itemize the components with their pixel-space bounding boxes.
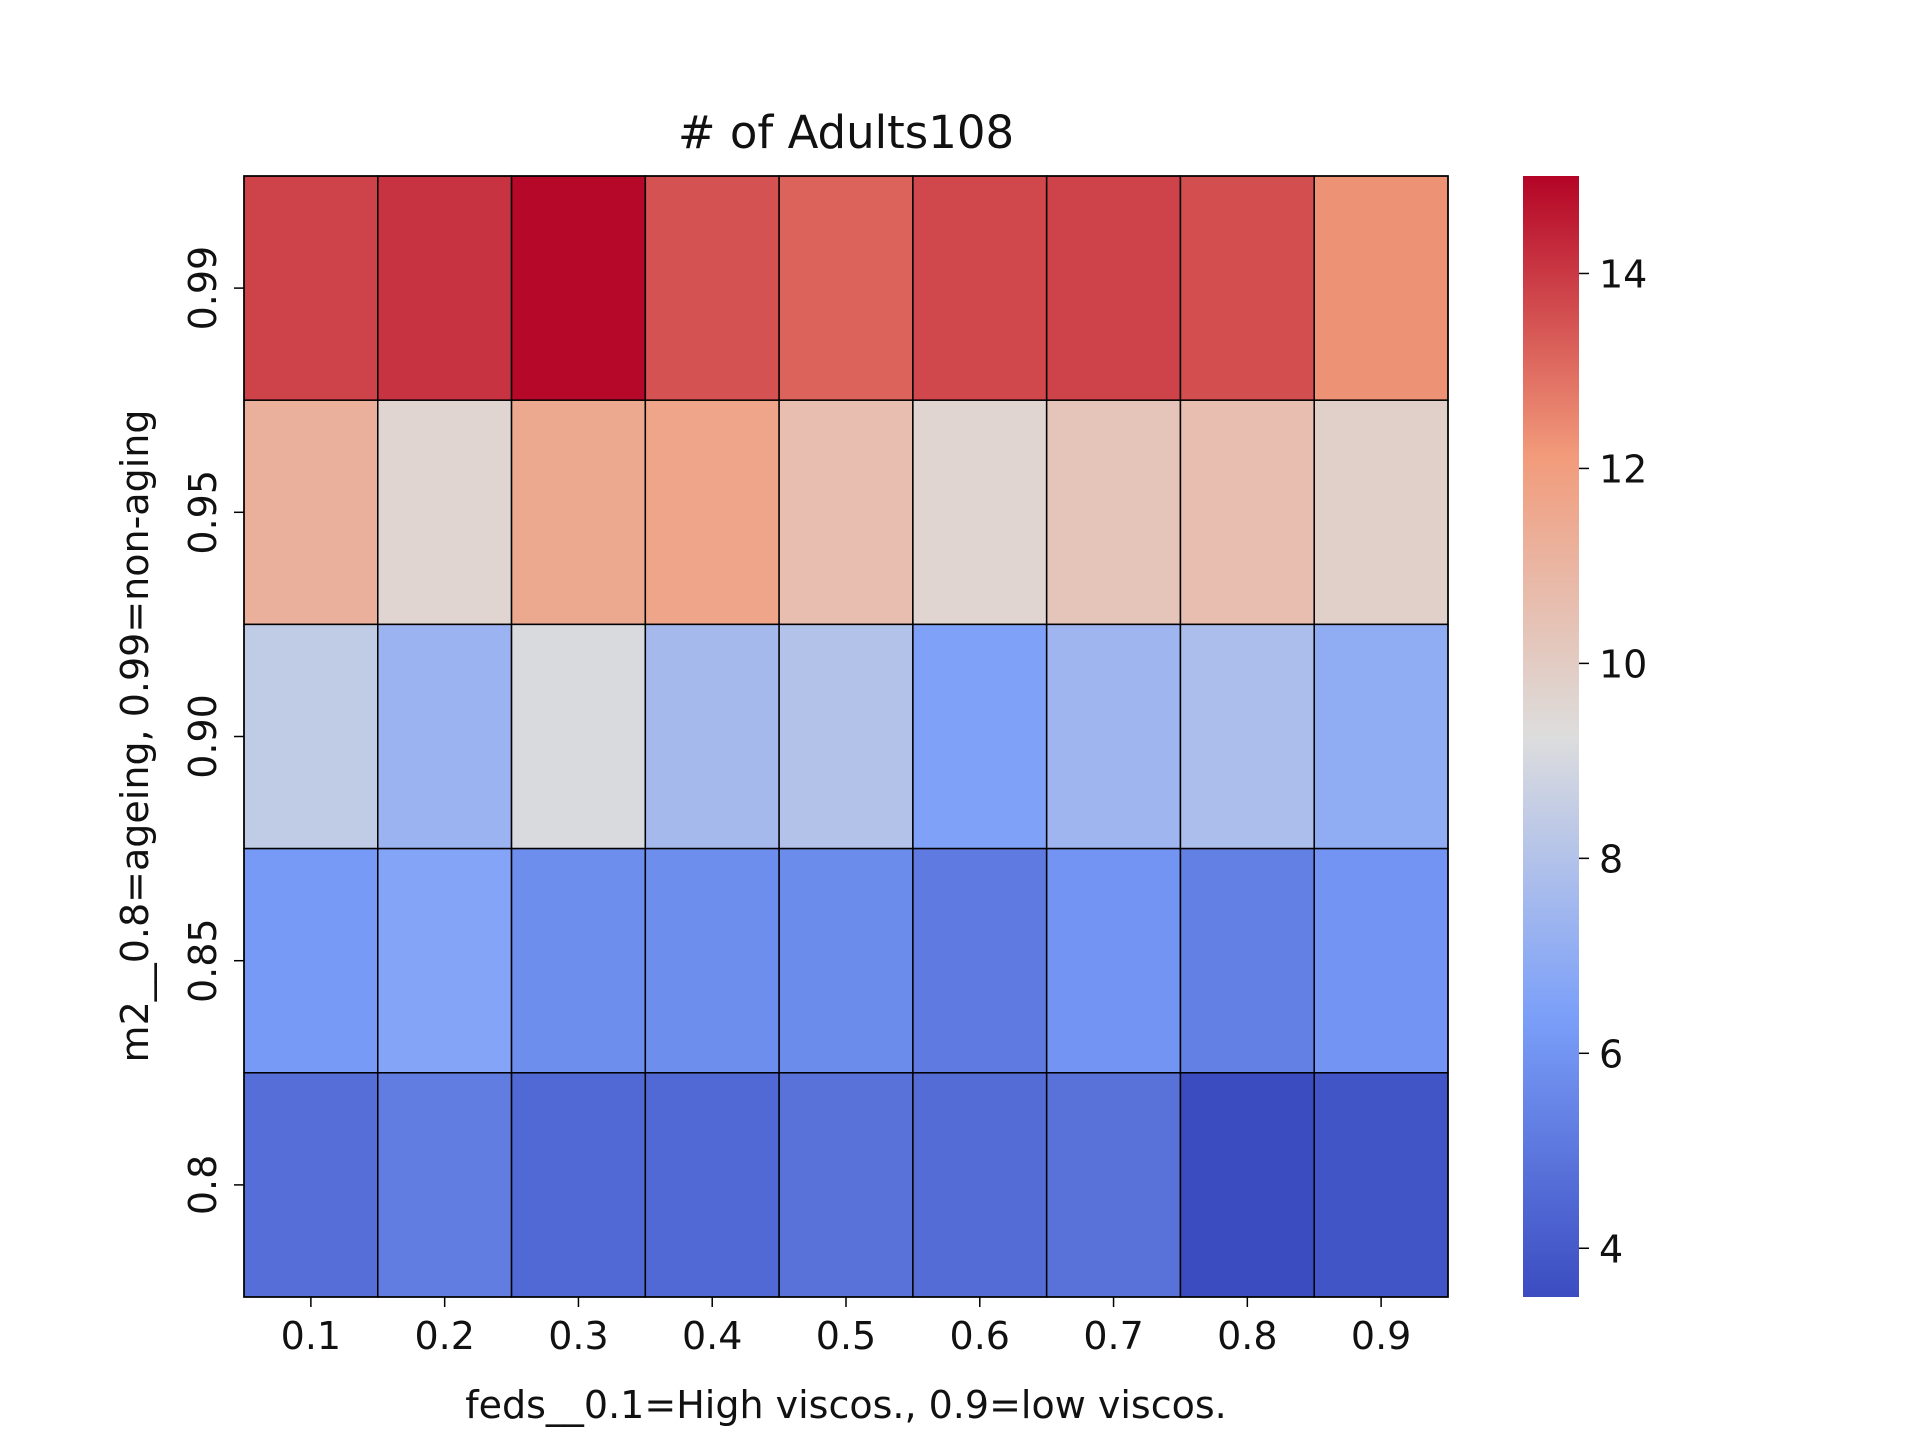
colorbar-tick-label: 10 [1599, 642, 1647, 686]
y-tick-label: 0.95 [181, 470, 225, 555]
heatmap-cell [510, 623, 647, 850]
y-axis-label: m2__0.8=ageing, 0.99=non-aging [113, 410, 157, 1063]
x-tick-label: 0.3 [548, 1314, 608, 1358]
x-tick-label: 0.6 [950, 1314, 1010, 1358]
heatmap-cell [1179, 399, 1315, 626]
colorbar-tick-label: 6 [1599, 1032, 1623, 1076]
heatmap-cell [912, 847, 1048, 1074]
chart-title: # of Adults108 [678, 106, 1014, 159]
heatmap-cell [1045, 623, 1182, 850]
heatmap-cell [1313, 399, 1449, 626]
heatmap-cell [1045, 847, 1182, 1074]
heatmap-cell [243, 847, 379, 1074]
heatmap-cell [644, 175, 780, 401]
heatmap-cell [243, 175, 379, 401]
heatmap-cell [1045, 399, 1182, 626]
heatmap-cell [1313, 847, 1449, 1074]
heatmap-cell [1179, 1072, 1315, 1298]
heatmap-cell [510, 847, 647, 1074]
heatmap-cell [1313, 175, 1449, 401]
heatmap-cell [778, 847, 914, 1074]
x-axis-label: feds__0.1=High viscos., 0.9=low viscos. [465, 1383, 1226, 1427]
x-axis-ticks: 0.1 0.2 0.3 0.4 0.5 0.6 0.7 0.8 0.9 [281, 1297, 1411, 1358]
x-tick-label: 0.5 [816, 1314, 876, 1358]
heatmap-cell [912, 623, 1048, 850]
x-tick-label: 0.1 [281, 1314, 341, 1358]
heatmap-cell [644, 847, 780, 1074]
heatmap-cell [377, 623, 513, 850]
heatmap-cell [1179, 175, 1315, 401]
heatmap-cell [377, 175, 513, 401]
heatmap-cell [243, 399, 379, 626]
heatmap-cell [912, 399, 1048, 626]
y-axis-ticks: 0.99 0.95 0.90 0.85 0.8 [181, 246, 244, 1215]
heatmap-cell [1179, 623, 1315, 850]
x-tick-label: 0.9 [1351, 1314, 1411, 1358]
heatmap-cell [778, 623, 914, 850]
colorbar-tick-label: 8 [1599, 837, 1623, 881]
heatmap-cell [243, 1072, 379, 1298]
heatmap-cell [377, 399, 513, 626]
y-tick-label: 0.8 [181, 1155, 225, 1215]
heatmap-cell [1045, 1072, 1182, 1298]
heatmap-cell [1045, 175, 1182, 401]
colorbar-tick-label: 12 [1599, 447, 1647, 491]
heatmap-cell [510, 399, 647, 626]
heatmap-cell [778, 1072, 914, 1298]
heatmap-cell [778, 175, 914, 401]
heatmap-cell [778, 399, 914, 626]
y-tick-label: 0.85 [181, 918, 225, 1003]
x-tick-label: 0.4 [682, 1314, 742, 1358]
heatmap-cell [510, 175, 647, 401]
heatmap-cell [912, 1072, 1048, 1298]
heatmap-cell [377, 847, 513, 1074]
heatmap-cell [1179, 847, 1315, 1074]
heatmap-cell [243, 623, 379, 850]
heatmap-cell [377, 1072, 513, 1298]
heatmap-cells [243, 175, 1449, 1298]
heatmap-cell [644, 623, 780, 850]
colorbar-ticks: 4 6 8 10 12 14 [1579, 252, 1647, 1271]
heatmap-cell [644, 1072, 780, 1298]
x-tick-label: 0.8 [1217, 1314, 1277, 1358]
x-tick-label: 0.2 [414, 1314, 474, 1358]
colorbar-tick-label: 4 [1599, 1227, 1623, 1271]
x-tick-label: 0.7 [1083, 1314, 1143, 1358]
y-tick-label: 0.90 [181, 694, 225, 779]
heatmap-cell [644, 399, 780, 626]
colorbar-tick-label: 14 [1599, 252, 1647, 296]
heatmap-cell [912, 175, 1048, 401]
heatmap-cell [510, 1072, 647, 1298]
y-tick-label: 0.99 [181, 246, 225, 331]
heatmap-cell [1313, 623, 1449, 850]
heatmap-cell [1313, 1072, 1449, 1298]
colorbar [1523, 176, 1579, 1297]
